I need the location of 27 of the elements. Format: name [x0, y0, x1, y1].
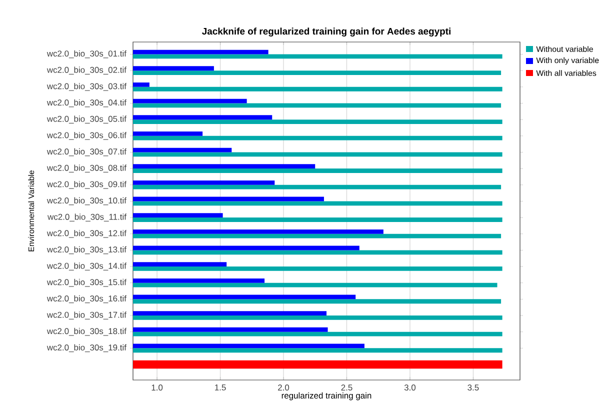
x-tick-label: 2.5	[341, 384, 352, 391]
y-tick-label: wc2.0_bio_30s_16.tif	[46, 295, 126, 304]
x-tick-label: 3.0	[404, 384, 416, 391]
y-tick-label: wc2.0_bio_30s_05.tif	[46, 116, 126, 124]
y-tick-label: wc2.0_bio_30s_01.tif	[46, 50, 126, 58]
y-tick-label: wc2.0_bio_30s_09.tif	[46, 180, 126, 189]
y-tick-label: wc2.0_bio_30s_10.tif	[46, 197, 126, 206]
y-tick-label: wc2.0_bio_30s_03.tif	[46, 82, 126, 91]
y-tick-label: wc2.0_bio_30s_17.tif	[46, 312, 126, 320]
y-tick-label: wc2.0_bio_30s_18.tif	[46, 328, 126, 336]
y-tick-label: wc2.0_bio_30s_02.tif	[46, 66, 126, 74]
y-tick-label: wc2.0_bio_30s_14.tif	[46, 262, 126, 270]
x-tick-label: 1.5	[215, 384, 226, 390]
y-tick-label: wc2.0_bio_30s_11.tif	[48, 214, 126, 222]
y-tick-label: wc2.0_bio_30s_19.tif	[46, 344, 126, 352]
x-tick-label: 2.0	[278, 384, 290, 391]
x-tick-label: 1.0	[152, 384, 163, 391]
y-tick-label: wc2.0_bio_30s_13.tif	[46, 246, 126, 254]
y-tick-label: wc2.0_bio_30s_12.tif	[46, 230, 126, 238]
y-tick-label: wc2.0_bio_30s_06.tif	[46, 132, 126, 140]
chart-title: Jackknife of regularized training gain for Aedes aegypti	[202, 28, 450, 36]
x-axis-title: regularized training gain	[282, 392, 372, 400]
y-tick-label: wc2.0_bio_30s_04.tif	[46, 99, 126, 108]
y-tick-label: wc2.0_bio_30s_08.tif	[46, 164, 126, 172]
x-tick-label: 3.5	[468, 384, 479, 391]
y-tick-label: wc2.0_bio_30s_07.tif	[46, 148, 126, 156]
y-tick-label: wc2.0_bio_30s_15.tif	[46, 278, 126, 287]
